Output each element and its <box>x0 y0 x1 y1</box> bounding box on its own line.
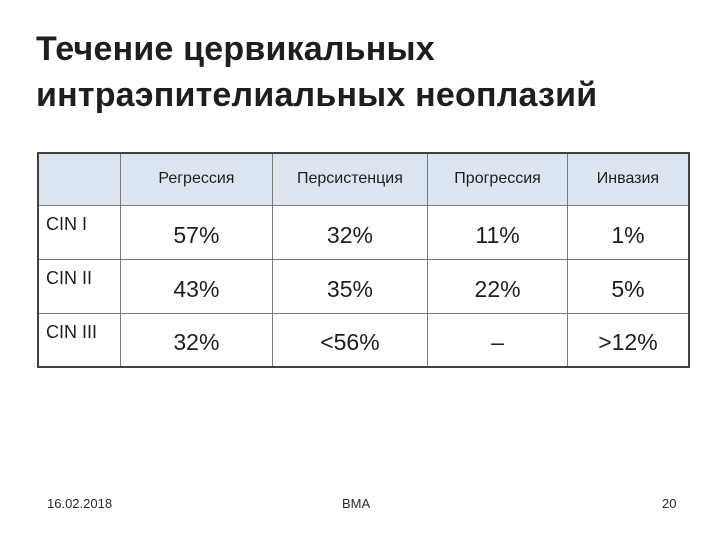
row-label-cin-1: CIN I <box>37 204 122 260</box>
cell-value: 5% <box>566 258 690 314</box>
header-progression: Прогрессия <box>427 152 568 206</box>
slide-title-line-1: Течение цервикальных <box>36 30 435 68</box>
cell-value: 32% <box>120 312 273 368</box>
cell-value: <56% <box>271 312 429 368</box>
cell-value: 1% <box>566 204 690 260</box>
header-empty-cell <box>37 152 122 206</box>
cell-value: 32% <box>271 204 429 260</box>
cell-value: 57% <box>120 204 273 260</box>
page-number: 20 <box>662 496 677 511</box>
footer-date: 16.02.2018 <box>47 496 113 511</box>
cell-value: 43% <box>120 258 273 314</box>
table-header-row: Регрессия Персистенция Прогрессия Инвази… <box>37 152 690 206</box>
row-label-cin-2: CIN II <box>37 258 122 314</box>
table-row: CIN II 43% 35% 22% 5% <box>37 258 690 314</box>
table-row: CIN I 57% 32% 11% 1% <box>37 204 690 260</box>
cell-value: 22% <box>427 258 568 314</box>
slide-title: Течение цервикальных интраэпителиальных … <box>36 26 696 118</box>
cell-value: >12% <box>566 312 690 368</box>
header-invasion: Инвазия <box>566 152 690 206</box>
footer-center-text: ВМА <box>342 496 371 511</box>
header-regression: Регрессия <box>120 152 273 206</box>
header-persistence: Персистенция <box>271 152 429 206</box>
row-label-cin-3: CIN III <box>37 312 122 368</box>
cell-value: – <box>427 312 568 368</box>
cell-value: 11% <box>427 204 568 260</box>
table-row: CIN III 32% <56% – >12% <box>37 312 690 368</box>
outcomes-table: Регрессия Персистенция Прогрессия Инвази… <box>37 152 690 368</box>
cell-value: 35% <box>271 258 429 314</box>
slide-title-line-2: интраэпителиальных неоплазий <box>36 76 598 114</box>
